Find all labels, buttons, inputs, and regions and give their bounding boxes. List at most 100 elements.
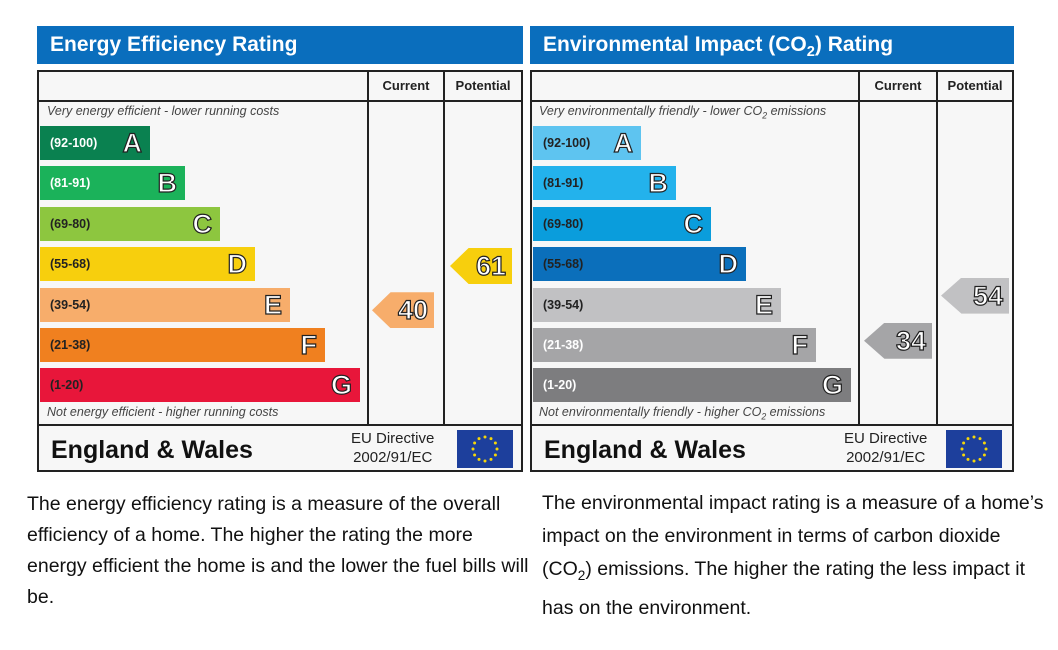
potential-rating-value: 54 [972,280,1003,311]
band-range: (92-100) [543,136,591,150]
eu-star [477,437,481,441]
divider [39,424,521,426]
band-range: (21-38) [50,338,91,352]
band-letter: E [754,289,773,320]
note-top: Very environmentally friendly - lower CO… [539,104,827,121]
band-letter: D [227,249,248,280]
rating-band-g: (1-20) G [40,368,360,403]
band-letter: G [330,370,352,401]
directive-number: 2002/91/EC [846,449,926,466]
band-letter: F [300,329,318,360]
environmental-chart-frame: Current Potential Very environmentally f… [530,70,1014,472]
eu-flag-icon [946,430,1002,468]
band-letter: D [718,249,739,280]
band-range: (81-91) [50,176,91,191]
energy-title: Energy Efficiency Rating [37,26,523,64]
eu-star [493,441,497,445]
band-range: (55-68) [543,257,584,272]
eu-star [495,447,499,451]
current-column-header: Current [874,78,922,93]
rating-band-a: (92-100) A [40,126,150,160]
divider [367,72,369,426]
eu-star [473,441,477,445]
directive-label: EU Directive [351,430,435,447]
note-bottom: Not energy efficient - higher running co… [47,405,279,419]
eu-star [483,459,487,463]
band-range: (39-54) [50,297,91,312]
eu-flag-icon [457,430,513,468]
footer-directive: EU Directive 2002/91/EC [351,429,434,467]
environmental-title: Environmental Impact (CO2) Rating [530,26,1014,64]
rating-band-b: (81-91) B [40,166,185,201]
note-top: Very energy efficient - lower running co… [47,104,280,118]
eu-star [471,447,475,451]
eu-star [978,437,982,441]
band-range: (69-80) [543,216,584,231]
rating-band-f: (21-38) F [40,328,325,362]
eu-star [962,453,966,457]
band-letter: A [613,127,634,158]
energy-efficiency-panel: Energy Efficiency Rating Current Potenti… [37,26,523,472]
rating-band-f: (21-38) F [533,328,816,362]
current-column-header: Current [382,78,430,93]
current-rating-arrow: 34 [864,322,932,359]
environmental-impact-panel: Environmental Impact (CO2) Rating Curren… [530,26,1014,472]
divider [532,424,1012,426]
potential-rating-arrow: 54 [941,277,1009,314]
eu-star [489,457,493,461]
footer-country: England & Wales [51,436,253,464]
directive-number: 2002/91/EC [353,449,433,466]
rating-band-c: (69-80) C [40,206,220,241]
eu-star [489,437,493,441]
rating-band-g: (1-20) G [533,368,851,403]
eu-star [982,453,986,457]
potential-rating-arrow: 61 [450,247,512,284]
eu-star [966,457,970,461]
band-letter: A [122,127,143,158]
directive-label: EU Directive [844,430,928,447]
band-range: (69-80) [50,216,91,231]
eu-star [972,459,976,463]
potential-column-header: Potential [455,78,511,93]
eu-star [978,457,982,461]
eu-star [982,441,986,445]
rating-band-a: (92-100) A [533,126,641,160]
band-letter: F [791,329,809,360]
energy-description: The energy efficiency rating is a measur… [27,493,529,608]
band-letter: B [648,168,669,199]
current-rating-value: 34 [895,325,926,356]
eu-star [984,447,988,451]
eu-star [473,453,477,457]
band-letter: E [263,289,282,320]
eu-star [962,441,966,445]
rating-band-e: (39-54) E [533,287,781,322]
band-range: (39-54) [543,297,584,312]
eu-star [493,453,497,457]
rating-band-c: (69-80) C [533,206,711,241]
band-range: (92-100) [50,136,98,150]
band-range: (21-38) [543,338,584,352]
note-bottom: Not environmentally friendly - higher CO… [539,405,826,422]
divider [936,72,938,426]
rating-band-d: (55-68) D [533,247,746,282]
band-letter: B [157,168,178,199]
band-letter: C [683,208,704,239]
divider [443,72,445,426]
eu-star [483,435,487,439]
divider [532,100,1012,102]
divider [858,72,860,426]
current-rating-value: 40 [397,295,428,326]
potential-rating-value: 61 [475,250,506,281]
divider [39,100,521,102]
band-range: (55-68) [50,257,91,272]
energy-chart-frame: Current Potential Very energy efficient … [37,70,523,472]
footer-country: England & Wales [544,436,746,464]
footer-directive: EU Directive 2002/91/EC [844,429,927,467]
band-range: (1-20) [50,378,84,393]
rating-band-e: (39-54) E [40,287,290,322]
band-range: (81-91) [543,176,584,191]
band-letter: G [821,370,843,401]
potential-column-header: Potential [947,78,1003,93]
environmental-description: The environmental impact rating is a mea… [542,492,1044,619]
current-rating-arrow: 40 [372,292,434,329]
